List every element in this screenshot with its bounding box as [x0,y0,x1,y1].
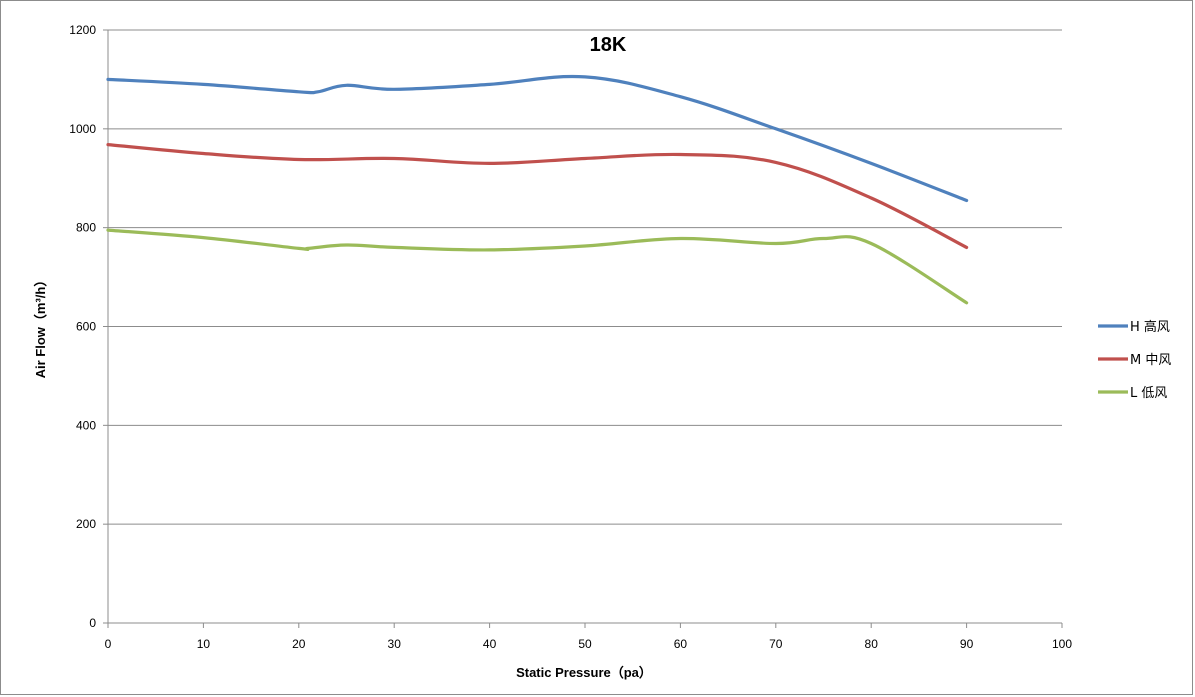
y-tick-label: 1200 [69,23,96,37]
y-axis-title: Air Flow（m³/h） [33,274,48,379]
x-tick-label: 50 [578,637,592,651]
legend-label-m: M 中风 [1130,353,1171,368]
x-tick-label: 40 [483,637,497,651]
y-tick-label: 200 [76,517,96,531]
y-tick-label: 400 [76,418,96,432]
x-tick-label: 0 [105,637,112,651]
x-tick-label: 70 [769,637,783,651]
legend-label-l: L 低风 [1130,386,1167,401]
y-tick-label: 800 [76,221,96,235]
x-tick-label: 80 [865,637,879,651]
legend: H 高风 M 中风 L 低风 [1098,319,1171,401]
x-tick-label: 100 [1052,637,1072,651]
x-tick-label: 30 [388,637,402,651]
series-line-l [106,228,969,305]
x-axis-title: Static Pressure（pa） [516,665,652,680]
gridlines [108,29,1062,525]
legend-label-h: H 高风 [1130,319,1170,335]
series-lines [106,74,969,305]
x-tick-label: 60 [674,637,688,651]
x-tick-label: 90 [960,637,974,651]
series-line-m [106,143,969,249]
x-tick-label: 20 [292,637,306,651]
y-tick-label: 600 [76,320,96,334]
chart-title: 18K [590,34,627,56]
y-tick-label: 1000 [69,122,96,136]
x-tick-label: 10 [197,637,211,651]
y-tick-label: 0 [89,616,96,630]
axes: 0 200 400 600 800 1000 1200 0 10 20 30 40 50 60 70 80 90… [69,23,1072,651]
series-line-h [106,74,969,203]
